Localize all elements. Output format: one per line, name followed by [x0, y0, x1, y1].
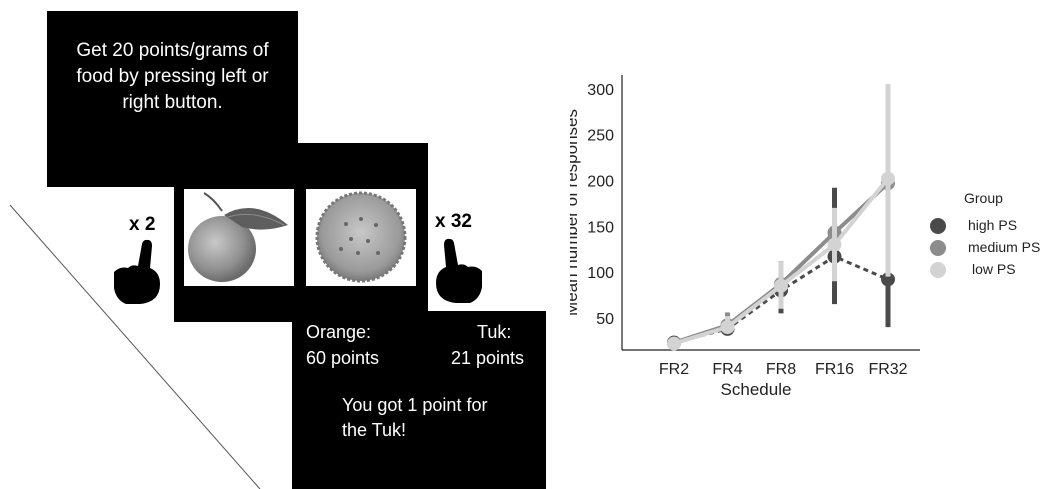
y-tick-label: 100: [587, 265, 614, 282]
y-tick-label: 300: [587, 82, 614, 99]
choice-screen: [174, 143, 428, 322]
x-tick-label: FR32: [868, 361, 907, 378]
data-point: [881, 171, 895, 186]
x-tick-label: FR4: [712, 361, 742, 378]
orange-image[interactable]: [184, 189, 294, 286]
left-multiplier: x 2: [129, 214, 156, 235]
instruction-text: Get 20 points/grams of food by pressing …: [47, 38, 298, 116]
data-point: [774, 278, 788, 293]
y-tick-label: 200: [587, 173, 614, 190]
legend-swatch: [930, 240, 946, 256]
data-point: [881, 272, 895, 287]
feedback-message-line: the Tuk!: [342, 420, 407, 440]
feedback-screen: Orange: 60 points Tuk: 21 points You got…: [292, 311, 546, 489]
legend-label: medium PS: [968, 239, 1041, 255]
right-multiplier: x 32: [435, 211, 472, 232]
y-axis-label: Mean number of responses: [570, 109, 581, 316]
data-point: [720, 320, 735, 335]
legend-swatch: [930, 218, 946, 234]
instruction-line: Get 20 points/grams of: [76, 40, 269, 61]
instruction-line: right button.: [122, 92, 223, 113]
tuk-cracker-image[interactable]: [306, 189, 416, 286]
hand-pointing-icon: [114, 239, 160, 304]
responses-line-chart: 50 100 150 200 250 300 FR2 FR4 FR8 FR16 FR32 Schedu…: [570, 75, 920, 399]
legend-swatch: [930, 262, 946, 278]
x-tick-label: FR16: [815, 361, 854, 378]
tuk-points: 21 points: [451, 348, 525, 368]
x-tick-label: FR2: [659, 361, 689, 378]
legend-label: low PS: [972, 261, 1016, 277]
x-tick-label: FR8: [766, 361, 796, 378]
feedback-message-line: You got 1 point for: [342, 395, 488, 415]
hand-pointing-icon: [436, 238, 482, 303]
legend-label: high PS: [968, 217, 1018, 233]
data-point: [667, 336, 681, 351]
y-tick-label: 150: [587, 219, 614, 236]
instruction-line: food by pressing left or: [76, 66, 269, 87]
x-axis-label: Schedule: [721, 380, 792, 399]
orange-points: 60 points: [306, 348, 380, 368]
y-tick-label: 50: [596, 311, 614, 328]
y-tick-label: 250: [587, 128, 614, 145]
orange-label: Orange:: [306, 322, 372, 342]
legend-title: Group: [964, 190, 1003, 206]
tuk-label: Tuk:: [477, 322, 512, 342]
data-point: [827, 237, 842, 252]
